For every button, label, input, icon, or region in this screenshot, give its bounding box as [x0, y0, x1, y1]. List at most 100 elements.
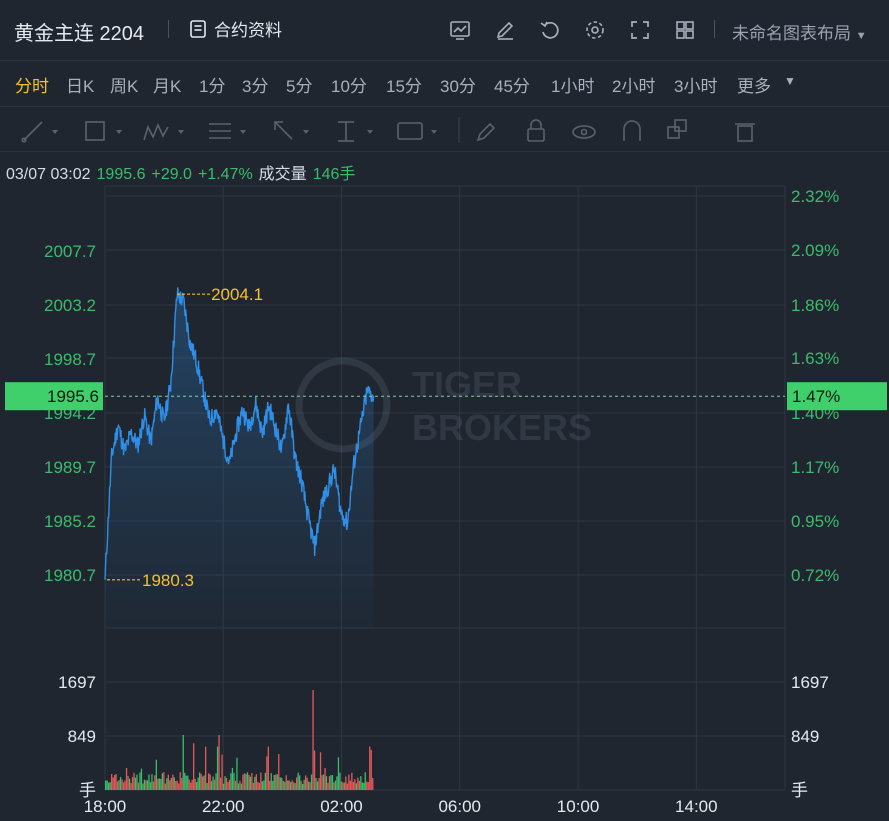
volume-bar [185, 775, 187, 790]
volume-bar [234, 780, 237, 790]
time-tick-label: 10:00 [557, 797, 600, 816]
volume-bar [267, 746, 269, 790]
symbol-title[interactable]: 黄金主连 2204 [14, 23, 145, 45]
period-tab[interactable]: 30分 [440, 77, 476, 96]
price-tick-label: 1985.2 [44, 512, 96, 531]
volume-bar [342, 782, 344, 790]
volume-bar [158, 778, 160, 790]
period-tab[interactable]: 1分 [199, 77, 226, 96]
pct-tick-label: 2.09% [791, 241, 839, 260]
volume-bar [191, 779, 193, 790]
volume-bar [196, 782, 198, 790]
price-tick-label: 1989.7 [44, 458, 96, 477]
grid-icon[interactable] [669, 14, 701, 46]
volume-bar [309, 782, 311, 790]
high-label: 2004.1 [211, 285, 263, 304]
watermark-logo [295, 357, 391, 453]
period-tab[interactable]: 日K [66, 77, 95, 96]
volume-bar [187, 775, 189, 790]
volume-bar [321, 775, 323, 790]
volume-bar [364, 772, 366, 790]
volume-bar [115, 774, 117, 790]
contract-info-button[interactable]: 合约资料 [188, 16, 282, 41]
volume-bar [245, 774, 247, 790]
pct-tick-label: 1.17% [791, 458, 839, 477]
volume-bar [300, 780, 302, 790]
settings-icon[interactable] [579, 14, 611, 46]
volume-bar [316, 781, 319, 790]
volume-bar [221, 754, 223, 790]
volume-bar [155, 759, 157, 790]
period-tab[interactable]: 45分 [494, 77, 530, 96]
volume-bar [251, 773, 253, 790]
volume-bar [146, 780, 149, 790]
volume-bar [133, 772, 135, 790]
period-tab[interactable]: 15分 [386, 77, 422, 96]
pct-tick-label: 0.95% [791, 512, 839, 531]
time-tick-label: 02:00 [320, 797, 363, 816]
period-tab[interactable]: 3分 [242, 77, 269, 96]
volume-bar [233, 772, 235, 790]
volume-bar [136, 774, 138, 790]
low-label: 1980.3 [142, 571, 194, 590]
volume-bar [215, 773, 217, 790]
volume-bar [367, 782, 369, 790]
current-pct-badge [787, 382, 887, 411]
chart-icon[interactable] [444, 14, 476, 46]
volume-bar [112, 777, 114, 790]
more-caret-icon[interactable]: ▼ [784, 74, 796, 88]
layout-dropdown[interactable]: 未命名图表布局 ▼ [732, 19, 867, 44]
volume-bar [254, 776, 256, 790]
volume-bar [137, 782, 140, 790]
volume-bar [116, 781, 119, 790]
volume-bar [315, 778, 317, 790]
volume-bar [303, 779, 305, 790]
volume-bar [206, 783, 208, 790]
volume-bar [337, 757, 340, 790]
volume-bar [294, 783, 296, 790]
caret-down-icon: ▼ [855, 30, 867, 42]
period-tab[interactable]: 周K [110, 77, 139, 96]
pct-tick-label: 1.86% [791, 296, 839, 315]
volume-bar [331, 775, 334, 790]
volume-bar [175, 781, 177, 790]
quote-info-bar: 03/07 03:02 1995.6 +29.0 +1.47% 成交量 146手 [6, 160, 361, 184]
volume-bar [310, 774, 313, 790]
volume-bar [176, 780, 178, 790]
period-tab[interactable]: 5分 [286, 77, 313, 96]
volume-tick-label-right: 1697 [791, 673, 829, 692]
volume-bar [248, 774, 250, 790]
volume-bar [227, 782, 229, 790]
period-tab[interactable]: 3小时 [674, 77, 718, 96]
volume-bar [352, 782, 354, 790]
contract-info-label: 合约资料 [214, 21, 282, 40]
volume-bar [166, 778, 168, 790]
volume-bar [225, 777, 228, 790]
volume-bar [272, 781, 274, 790]
volume-bar [282, 780, 284, 790]
period-tab[interactable]: 10分 [331, 77, 367, 96]
edit-icon[interactable] [489, 14, 521, 46]
volume-bar [345, 776, 347, 790]
divider [714, 20, 715, 38]
current-price-badge [5, 382, 103, 411]
volume-bar [269, 780, 271, 790]
fullscreen-icon[interactable] [624, 14, 656, 46]
volume-bar [313, 750, 316, 790]
volume-bar [222, 783, 225, 790]
volume-bar [290, 782, 292, 790]
volume-bar [306, 777, 308, 790]
layout-name: 未命名图表布局 [732, 24, 851, 43]
period-tab[interactable]: 更多 [737, 77, 771, 96]
period-tab[interactable]: 分时 [15, 77, 49, 96]
period-tab[interactable]: 月K [153, 77, 182, 96]
volume-bar [285, 775, 287, 790]
period-tab[interactable]: 1小时 [551, 77, 595, 96]
volume-bar [296, 777, 298, 790]
volume-bar [270, 773, 272, 790]
period-tab[interactable]: 2小时 [612, 77, 656, 96]
volume-bar [209, 774, 211, 790]
undo-icon[interactable] [534, 14, 566, 46]
